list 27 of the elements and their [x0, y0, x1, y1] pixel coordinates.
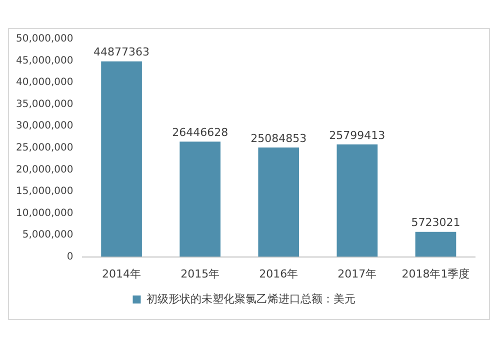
data-label: 44877363 — [94, 46, 150, 59]
data-label: 25799413 — [329, 128, 386, 142]
x-tick-label: 2016年 — [259, 267, 298, 280]
y-tick-label: 0 — [66, 251, 74, 262]
y-tick-label: 25,000,000 — [16, 142, 74, 154]
y-tick-label: 40,000,000 — [16, 77, 74, 88]
bar — [415, 232, 456, 257]
data-label: 5723021 — [411, 216, 460, 230]
y-tick-label: 45,000,000 — [16, 55, 74, 66]
y-tick-label: 10,000,000 — [16, 208, 74, 219]
x-tick-label: 2015年 — [180, 267, 220, 280]
bar — [336, 144, 378, 257]
y-tick-label: 35,000,000 — [16, 98, 74, 110]
y-tick-label: 30,000,000 — [16, 120, 74, 132]
y-tick-label: 20,000,000 — [16, 164, 74, 176]
bar — [101, 61, 142, 257]
x-tick-label: 2017年 — [338, 267, 377, 280]
x-tick-label: 2018年1季度 — [402, 267, 470, 280]
y-tick-label: 5,000,000 — [22, 230, 74, 241]
y-tick-label: 50,000,000 — [16, 34, 74, 45]
x-tick-label: 2014年 — [102, 267, 142, 280]
bar — [180, 142, 220, 257]
bar — [258, 148, 300, 257]
data-label: 25084853 — [250, 132, 307, 145]
data-label: 26446628 — [172, 126, 228, 139]
legend-label: 初级形状的未塑化聚氯乙烯进口总额：美元 — [146, 292, 356, 306]
y-tick-label: 15,000,000 — [16, 186, 74, 198]
